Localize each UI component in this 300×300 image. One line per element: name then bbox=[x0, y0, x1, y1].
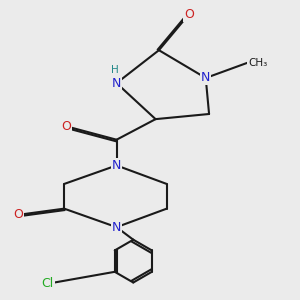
Text: O: O bbox=[61, 120, 71, 133]
Text: N: N bbox=[112, 159, 121, 172]
Text: O: O bbox=[184, 8, 194, 21]
Text: Cl: Cl bbox=[41, 277, 54, 290]
Text: H: H bbox=[111, 65, 119, 75]
Text: N: N bbox=[201, 71, 210, 85]
Text: O: O bbox=[14, 208, 23, 221]
Text: N: N bbox=[112, 221, 121, 234]
Text: CH₃: CH₃ bbox=[248, 58, 267, 68]
Text: N: N bbox=[112, 76, 121, 90]
